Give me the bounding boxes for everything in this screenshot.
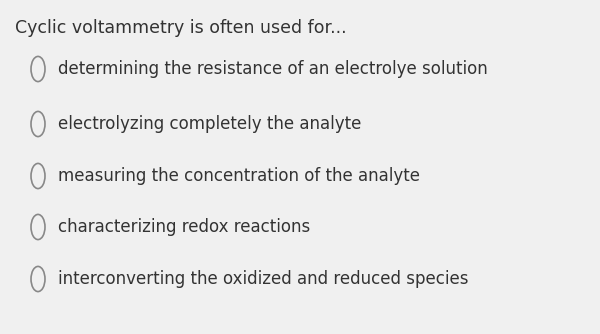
Text: electrolyzing completely the analyte: electrolyzing completely the analyte [58,115,361,133]
Text: Cyclic voltammetry is often used for...: Cyclic voltammetry is often used for... [15,19,347,37]
Text: determining the resistance of an electrolye solution: determining the resistance of an electro… [58,60,488,78]
Text: measuring the concentration of the analyte: measuring the concentration of the analy… [58,167,420,185]
Text: interconverting the oxidized and reduced species: interconverting the oxidized and reduced… [58,270,469,288]
Text: characterizing redox reactions: characterizing redox reactions [58,218,310,236]
